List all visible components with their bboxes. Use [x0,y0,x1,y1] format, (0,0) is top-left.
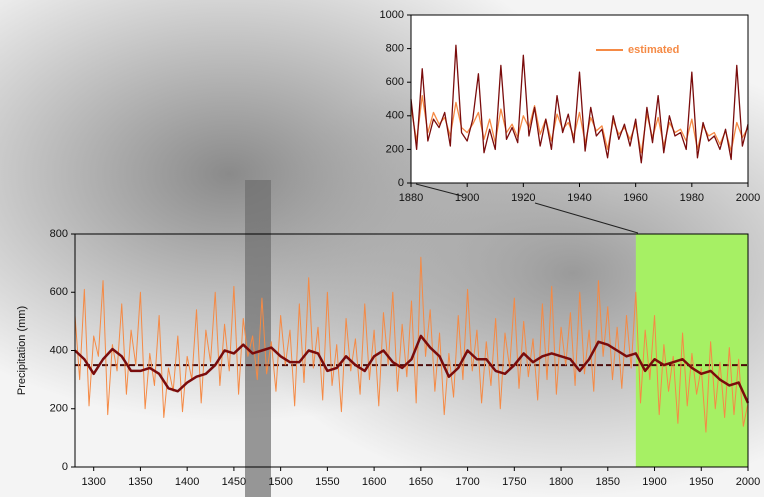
inset-chart: 0 200 400 600 800 1000 1880 1900 1920 1940 1960 198… [380,9,761,204]
x-tick-label: 1880 [399,192,423,204]
x-tick-label: 1700 [455,476,479,488]
background-trunk [245,180,271,497]
series-line [410,44,749,164]
x-tick-label: 1650 [409,476,433,488]
x-tick-label: 1960 [623,192,647,204]
zoom-connector [415,183,463,197]
plot-frame [410,14,749,184]
x-tick-label: 1950 [689,476,713,488]
y-tick-label: 400 [50,344,68,356]
x-tick-label: 1350 [128,476,152,488]
legend-label: estimated [628,44,679,56]
x-tick-label: 1800 [549,476,573,488]
y-tick-label: 400 [386,110,404,122]
y-tick-label: 0 [62,461,68,473]
highlight-period [635,234,748,467]
y-tick-label: 200 [386,143,404,155]
x-tick-label: 1940 [567,192,591,204]
x-tick-label: 1400 [175,476,199,488]
y-tick-label: 800 [50,228,68,240]
y-tick-label: 200 [50,403,68,415]
x-tick-label: 1900 [642,476,666,488]
x-tick-label: 1850 [596,476,620,488]
y-tick-label: 600 [50,286,68,298]
series-line [74,334,750,404]
x-tick-label: 1980 [680,192,704,204]
plot-frame [74,233,749,468]
series-line [410,94,749,154]
zoom-connector [534,202,639,234]
x-tick-label: 1450 [222,476,246,488]
y-axis-label: Precipitation (mm) [16,306,28,395]
y-tick-label: 600 [386,76,404,88]
x-tick-label: 1600 [362,476,386,488]
x-tick-label: 1900 [455,192,479,204]
main-chart: 0 200 400 600 800 1300 1350 1400 1450 1500 1550 160… [16,228,760,488]
plot-area [411,15,748,183]
y-tick-label: 0 [398,177,404,189]
x-tick-label: 1920 [511,192,535,204]
y-tick-label: 1000 [380,9,404,21]
x-tick-label: 2000 [736,192,760,204]
x-tick-label: 2000 [736,476,760,488]
x-tick-label: 1550 [315,476,339,488]
series-line [74,256,749,433]
x-tick-label: 1750 [502,476,526,488]
y-tick-label: 800 [386,43,404,55]
x-tick-label: 1500 [268,476,292,488]
x-tick-label: 1300 [81,476,105,488]
